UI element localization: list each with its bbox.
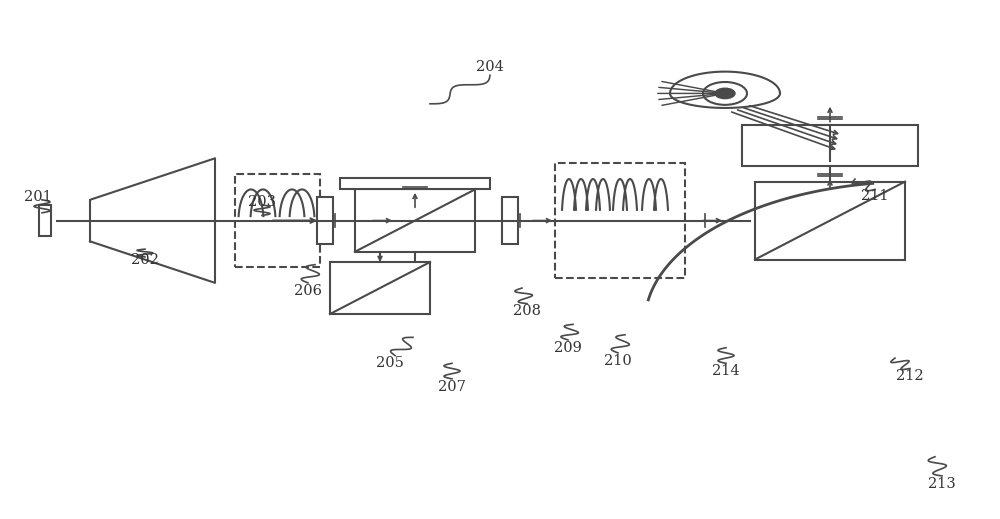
Text: 205: 205 — [376, 357, 404, 370]
Text: 201: 201 — [24, 190, 52, 204]
Bar — [39, 205, 51, 236]
Text: 208: 208 — [513, 305, 541, 318]
Text: 211: 211 — [861, 189, 889, 203]
Text: 214: 214 — [712, 364, 740, 378]
Text: 204: 204 — [476, 61, 504, 74]
Bar — [555, 163, 685, 278]
Bar — [317, 197, 333, 244]
Bar — [755, 182, 905, 260]
Text: 212: 212 — [896, 370, 924, 383]
Text: 206: 206 — [294, 284, 322, 297]
Text: 202: 202 — [131, 253, 159, 266]
Text: 213: 213 — [928, 477, 956, 490]
Bar — [742, 125, 918, 166]
Bar — [330, 262, 430, 314]
Text: 209: 209 — [554, 341, 582, 354]
Bar — [340, 178, 490, 189]
Text: 203: 203 — [248, 196, 276, 209]
Text: 210: 210 — [604, 354, 632, 367]
Bar — [235, 174, 320, 267]
Bar — [355, 189, 475, 252]
Bar — [502, 197, 518, 244]
Text: 207: 207 — [438, 380, 466, 393]
Circle shape — [715, 88, 735, 99]
